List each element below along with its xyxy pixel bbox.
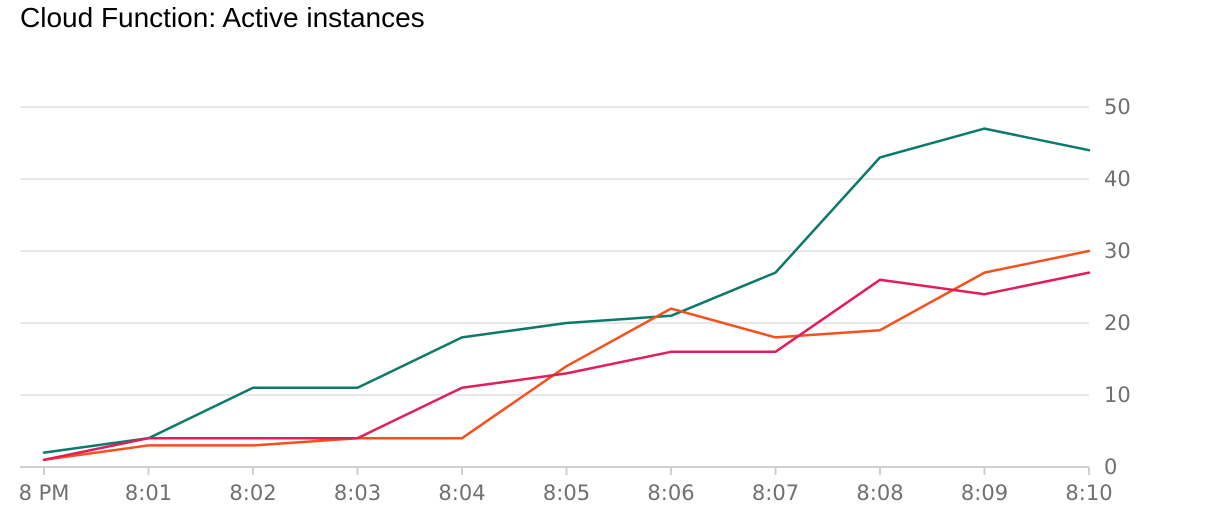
x-tick-label: 8 PM	[19, 481, 70, 505]
x-tick-label: 8:03	[334, 481, 381, 505]
y-tick-label: 10	[1104, 383, 1131, 407]
tick-labels: 0 10 20 30 40 50 8 PM 8:01 8:02 8:03 8:04 8:05 8:06 8…	[19, 95, 1131, 505]
x-axis	[20, 466, 1090, 475]
chart-title: Cloud Function: Active instances	[20, 2, 425, 33]
y-tick-label: 50	[1104, 95, 1131, 119]
y-tick-label: 30	[1104, 239, 1131, 263]
x-tick-label: 8:06	[647, 481, 694, 505]
x-tick-label: 8:07	[752, 481, 799, 505]
series-lines	[42, 127, 1091, 462]
series-line-2	[42, 249, 1091, 462]
series-line-3	[42, 271, 1091, 462]
y-tick-label: 0	[1104, 455, 1117, 479]
gridlines	[20, 106, 1089, 396]
y-tick-label: 40	[1104, 167, 1131, 191]
x-tick-label: 8:08	[856, 481, 903, 505]
y-tick-label: 20	[1104, 311, 1131, 335]
x-tick-label: 8:01	[125, 481, 172, 505]
x-tick-label: 8:05	[543, 481, 590, 505]
x-tick-label: 8:04	[438, 481, 485, 505]
series-line-1	[42, 127, 1091, 454]
x-tick-label: 8:09	[961, 481, 1008, 505]
x-tick-label: 8:02	[229, 481, 276, 505]
x-tick-label: 8:10	[1065, 481, 1112, 505]
